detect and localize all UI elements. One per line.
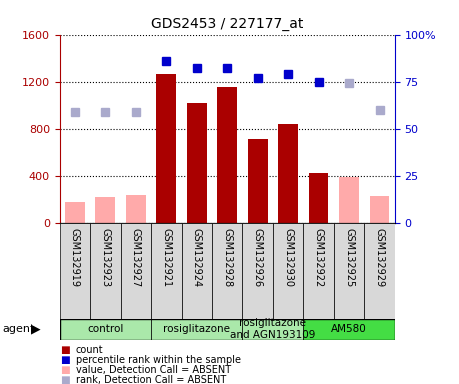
Text: GSM132921: GSM132921 bbox=[161, 228, 171, 287]
Bar bbox=[217, 88, 237, 223]
Bar bbox=[95, 197, 115, 223]
Bar bbox=[334, 223, 364, 321]
Text: ■: ■ bbox=[60, 355, 69, 365]
Bar bbox=[151, 223, 181, 321]
Text: GSM132930: GSM132930 bbox=[283, 228, 293, 286]
Text: agent: agent bbox=[2, 324, 35, 334]
Text: percentile rank within the sample: percentile rank within the sample bbox=[76, 355, 241, 365]
Bar bbox=[242, 319, 303, 340]
Text: GSM132926: GSM132926 bbox=[252, 228, 263, 287]
Text: rosiglitazone
and AGN193109: rosiglitazone and AGN193109 bbox=[230, 318, 316, 340]
Text: GSM132925: GSM132925 bbox=[344, 228, 354, 287]
Bar bbox=[60, 319, 151, 340]
Bar bbox=[369, 196, 389, 223]
Bar bbox=[187, 103, 207, 223]
Bar bbox=[157, 74, 176, 223]
Bar bbox=[151, 319, 242, 340]
Text: value, Detection Call = ABSENT: value, Detection Call = ABSENT bbox=[76, 365, 231, 375]
Bar bbox=[278, 124, 298, 223]
Text: AM580: AM580 bbox=[331, 324, 367, 334]
Bar bbox=[339, 177, 359, 223]
Text: ■: ■ bbox=[60, 345, 69, 355]
Text: ■: ■ bbox=[60, 365, 69, 375]
Bar bbox=[303, 319, 395, 340]
Text: control: control bbox=[87, 324, 123, 334]
Text: ▶: ▶ bbox=[31, 323, 41, 336]
Bar bbox=[248, 139, 268, 223]
Text: GSM132922: GSM132922 bbox=[313, 228, 324, 287]
Title: GDS2453 / 227177_at: GDS2453 / 227177_at bbox=[151, 17, 303, 31]
Bar bbox=[65, 202, 85, 223]
Bar bbox=[242, 223, 273, 321]
Bar bbox=[90, 223, 121, 321]
Text: count: count bbox=[76, 345, 103, 355]
Text: rosiglitazone: rosiglitazone bbox=[163, 324, 230, 334]
Bar bbox=[126, 195, 146, 223]
Bar bbox=[60, 223, 90, 321]
Text: GSM132928: GSM132928 bbox=[222, 228, 232, 287]
Text: GSM132923: GSM132923 bbox=[101, 228, 110, 287]
Text: GSM132919: GSM132919 bbox=[70, 228, 80, 286]
Text: GSM132929: GSM132929 bbox=[375, 228, 385, 287]
Bar bbox=[273, 223, 303, 321]
Bar bbox=[303, 223, 334, 321]
Text: GSM132924: GSM132924 bbox=[192, 228, 202, 287]
Bar bbox=[212, 223, 242, 321]
Bar bbox=[309, 173, 329, 223]
Text: rank, Detection Call = ABSENT: rank, Detection Call = ABSENT bbox=[76, 375, 226, 384]
Bar bbox=[181, 223, 212, 321]
Text: ■: ■ bbox=[60, 375, 69, 384]
Bar bbox=[121, 223, 151, 321]
Bar bbox=[364, 223, 395, 321]
Text: GSM132927: GSM132927 bbox=[131, 228, 141, 287]
